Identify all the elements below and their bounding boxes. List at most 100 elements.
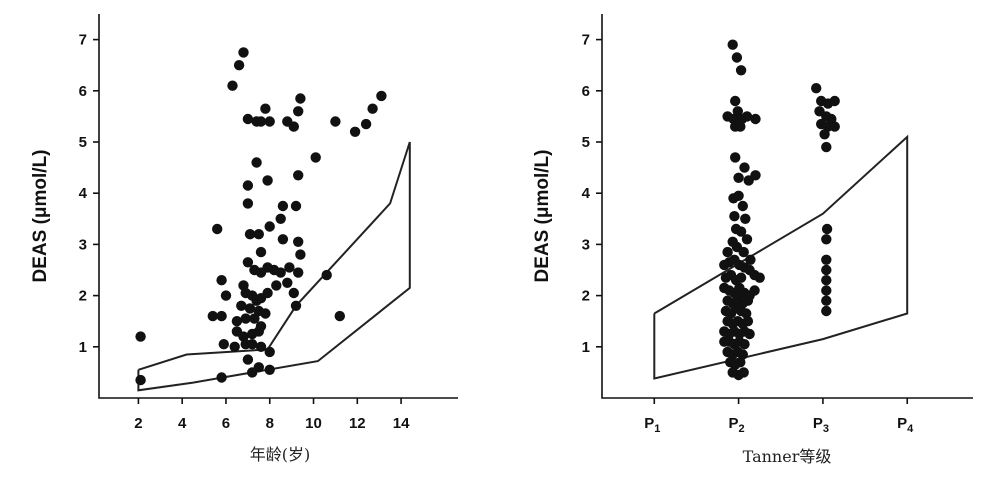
data-point (207, 310, 218, 322)
data-point (821, 305, 832, 317)
data-point (829, 95, 840, 107)
y-tick-label: 1 (582, 339, 590, 356)
data-point (216, 275, 227, 286)
data-point (750, 170, 761, 181)
data-point (264, 364, 275, 375)
data-point (738, 246, 749, 258)
data-point (729, 211, 740, 222)
data-point (733, 190, 744, 201)
tick-subscript: 4 (907, 423, 914, 435)
data-point (218, 339, 229, 350)
x-tick-label: P3 (813, 415, 829, 435)
x-tick-label: 10 (305, 415, 322, 432)
normal-range-band (137, 141, 411, 392)
data-point (288, 287, 299, 299)
y-tick-label: 4 (79, 185, 88, 202)
y-tick-label: 2 (79, 288, 87, 305)
data-point (737, 200, 748, 212)
data-point (242, 198, 254, 209)
data-point (727, 39, 738, 50)
data-point (253, 326, 264, 337)
data-point (242, 354, 254, 365)
data-point (264, 116, 275, 127)
data-point (754, 272, 765, 283)
data-point (290, 200, 302, 212)
data-point (360, 118, 372, 130)
data-point (749, 285, 760, 296)
data-point (277, 234, 289, 245)
y-axis-label: DEAS (μmol/L) (532, 149, 553, 282)
data-point (310, 152, 321, 163)
y-tick-label: 3 (79, 236, 87, 253)
data-point (739, 339, 750, 350)
data-point (212, 223, 223, 235)
data-point (229, 341, 240, 352)
data-point (290, 300, 302, 311)
data-point (275, 213, 286, 224)
data-point (739, 162, 750, 173)
data-point (741, 234, 753, 245)
data-point (821, 234, 832, 245)
y-tick-label: 5 (79, 134, 87, 151)
data-point (741, 111, 753, 122)
data-point (829, 121, 840, 132)
x-tick-label: 12 (349, 415, 366, 432)
x-axis-label: Tanner等级 (743, 447, 832, 466)
y-tick-label: 6 (79, 83, 87, 100)
data-point (247, 367, 258, 378)
data-point (821, 223, 833, 235)
data-point (284, 262, 295, 273)
data-point (251, 157, 262, 168)
x-tick-label: 14 (393, 415, 410, 432)
data-point (735, 272, 747, 283)
data-point (334, 310, 345, 322)
x-tick-label: 2 (134, 415, 142, 432)
data-point (821, 264, 832, 276)
data-point (744, 328, 755, 340)
data-point (745, 254, 756, 265)
tick-subscript: 2 (739, 423, 745, 435)
data-point (271, 280, 282, 291)
data-point (216, 310, 227, 322)
y-tick-label: 5 (582, 134, 590, 151)
data-point (242, 180, 254, 191)
data-point (242, 113, 254, 125)
data-point (236, 300, 247, 311)
data-point (731, 52, 743, 63)
data-point (821, 254, 832, 265)
data-point (750, 113, 761, 125)
data-point (293, 170, 304, 181)
data-point (233, 59, 245, 71)
data-point (349, 126, 361, 137)
data-point (730, 95, 741, 107)
tick-base: P (644, 415, 654, 432)
data-point (742, 316, 754, 327)
data-point (295, 249, 306, 260)
data-point (216, 372, 227, 383)
x-axis-label: 年龄(岁) (250, 445, 311, 464)
data-point (735, 357, 746, 368)
tick-base: P (813, 415, 823, 432)
data-point (264, 221, 275, 232)
data-point (821, 295, 832, 306)
x-tick-label: P4 (897, 415, 914, 435)
data-point (733, 172, 744, 183)
data-point (275, 267, 286, 278)
y-tick-label: 7 (582, 32, 590, 49)
data-point (260, 308, 271, 319)
data-point (738, 367, 749, 378)
data-point (249, 313, 260, 324)
data-point (238, 47, 249, 58)
data-point (135, 374, 146, 386)
data-point (821, 141, 832, 153)
data-point (321, 269, 332, 281)
x-tick-label: 4 (178, 415, 187, 432)
y-tick-label: 1 (79, 339, 87, 356)
data-point (295, 93, 306, 104)
data-point (821, 285, 832, 296)
x-tick-label: 8 (266, 415, 274, 432)
data-point (722, 246, 733, 258)
